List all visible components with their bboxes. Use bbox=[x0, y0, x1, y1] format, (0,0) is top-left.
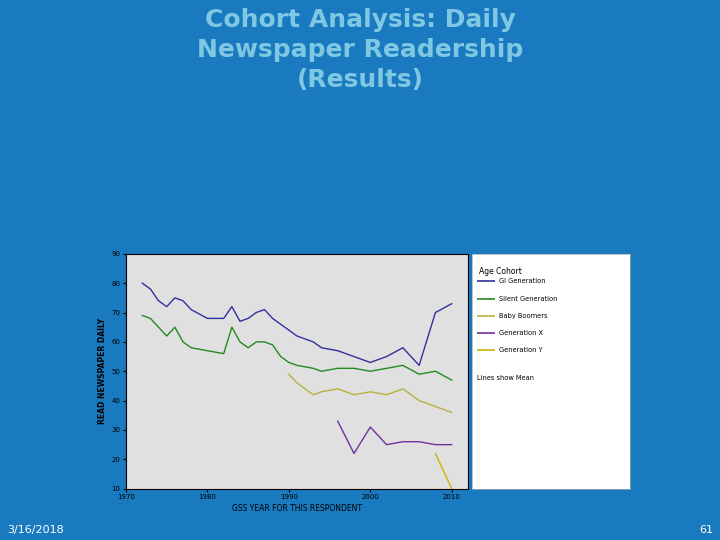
Text: GI Generation: GI Generation bbox=[499, 278, 546, 285]
Text: Cohort Analysis: Daily
Newspaper Readership
(Results): Cohort Analysis: Daily Newspaper Readers… bbox=[197, 8, 523, 91]
Y-axis label: READ NEWSPAPER DAILY: READ NEWSPAPER DAILY bbox=[98, 318, 107, 424]
Text: Generation X: Generation X bbox=[499, 330, 543, 336]
Text: Generation Y: Generation Y bbox=[499, 347, 543, 354]
Text: Silent Generation: Silent Generation bbox=[499, 295, 557, 302]
Text: Baby Boomers: Baby Boomers bbox=[499, 313, 547, 319]
X-axis label: GSS YEAR FOR THIS RESPONDENT: GSS YEAR FOR THIS RESPONDENT bbox=[232, 504, 362, 514]
Text: 3/16/2018: 3/16/2018 bbox=[7, 524, 64, 535]
Text: Age Cohort: Age Cohort bbox=[479, 267, 522, 276]
Text: Lines show Mean: Lines show Mean bbox=[477, 375, 534, 381]
Text: 61: 61 bbox=[699, 524, 713, 535]
